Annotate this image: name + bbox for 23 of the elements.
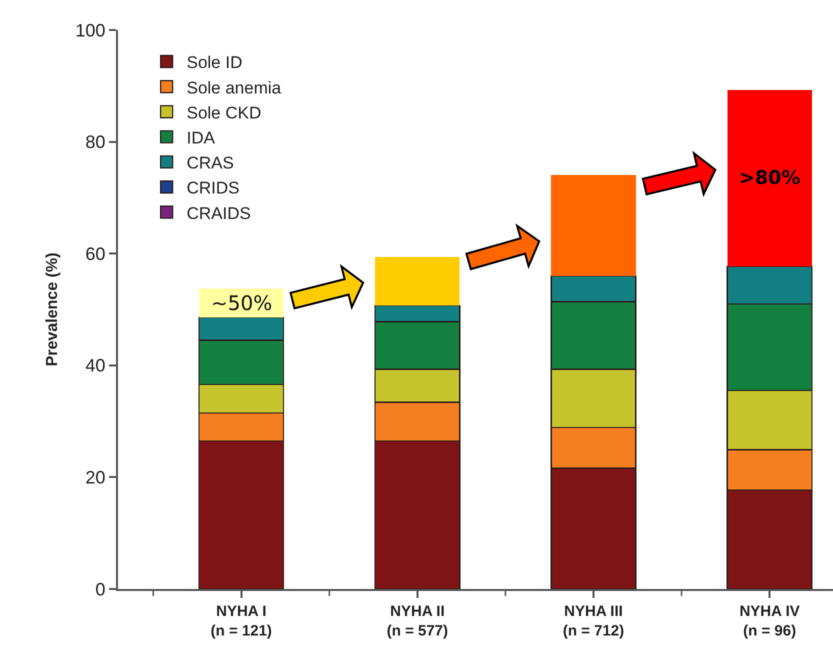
y-axis-title: Prevalence (%) [44, 252, 61, 366]
x-tick-label: NYHA I (n = 121) [210, 603, 272, 640]
legend-label: Sole anemia [186, 78, 282, 98]
legend-label: CRIDS [186, 178, 240, 198]
y-tick-label: 100 [75, 20, 106, 40]
y-tick-label: 0 [95, 579, 106, 600]
bar [727, 90, 812, 266]
y-tick-label: 40 [85, 356, 106, 376]
legend-label: Sole ID [186, 53, 242, 72]
y-tick-label: 60 [85, 244, 106, 264]
y-tick-label: 20 [85, 468, 106, 488]
total-label: >80% [739, 167, 800, 189]
x-tick-label: NYHA IV (n = 96) [739, 603, 800, 640]
legend-label: CRAS [186, 154, 234, 173]
y-tick-label: 80 [85, 132, 106, 152]
legend-label: IDA [186, 128, 216, 148]
total-label: ~50% [211, 291, 272, 315]
bar [551, 174, 636, 276]
bar [375, 256, 460, 306]
legend-label: CRAIDS [186, 204, 251, 223]
legend-label: Sole CKD [186, 103, 262, 122]
x-tick-label: NYHA II (n = 577) [386, 603, 448, 640]
x-tick-label: NYHA III (n = 712) [562, 603, 624, 640]
